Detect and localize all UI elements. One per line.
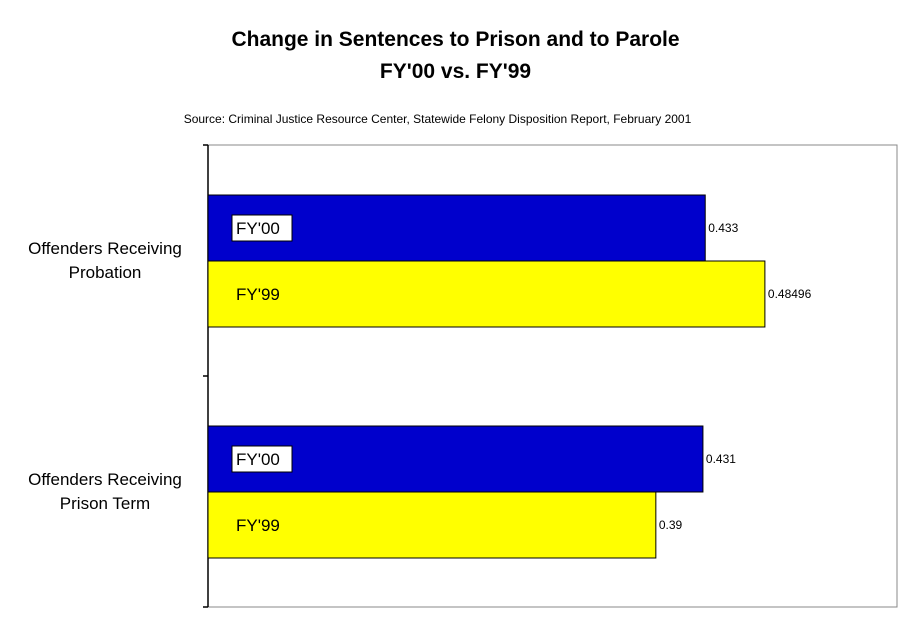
series-label: FY'99 xyxy=(236,516,280,535)
series-label: FY'99 xyxy=(236,285,280,304)
category-label-prison-term: Offenders Receiving Prison Term xyxy=(10,468,200,516)
series-label: FY'00 xyxy=(236,219,280,238)
data-label: 0.39 xyxy=(659,518,683,532)
series-label-box xyxy=(231,214,293,242)
series-label: FY'00 xyxy=(236,450,280,469)
chart-title: Change in Sentences to Prison and to Par… xyxy=(231,28,680,51)
data-label: 0.431 xyxy=(706,452,736,466)
category-label-line: Probation xyxy=(68,263,142,282)
category-label-probation: Offenders Receiving Probation xyxy=(10,237,200,285)
data-label: 0.433 xyxy=(708,221,738,235)
chart-source: Source: Criminal Justice Resource Center… xyxy=(183,112,692,126)
bar-fy99 xyxy=(207,260,766,328)
category-label-line: Offenders Receiving xyxy=(28,470,182,489)
category-label-line: Offenders Receiving xyxy=(28,239,182,258)
series-label-box xyxy=(231,445,293,473)
data-label: 0.48496 xyxy=(768,287,812,301)
chart-subtitle: FY'00 vs. FY'99 xyxy=(379,60,532,83)
category-label-line: Prison Term xyxy=(59,494,151,513)
bar-fy99 xyxy=(207,491,657,559)
